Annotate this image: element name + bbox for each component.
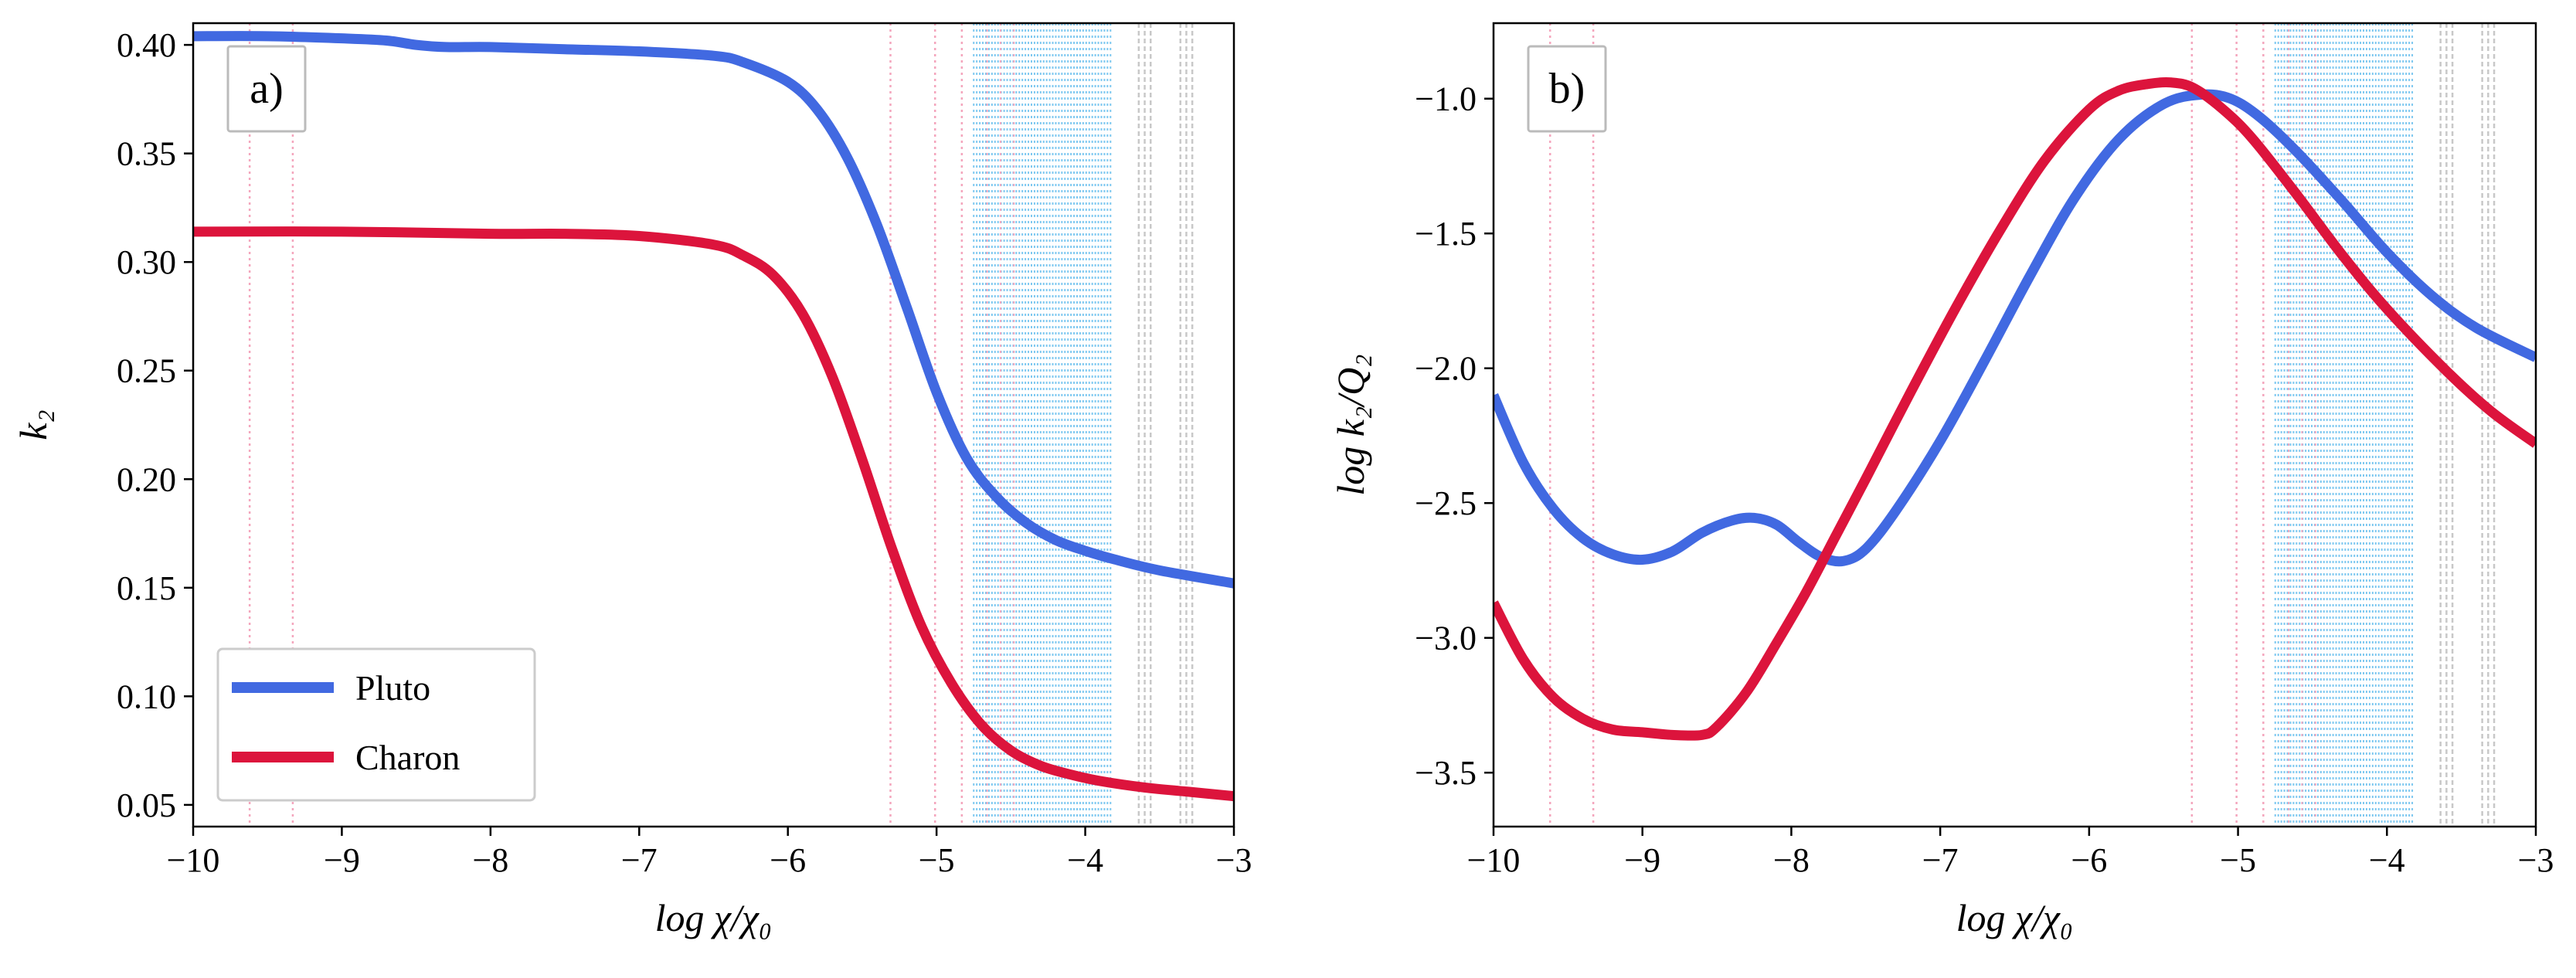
x-tick-label: −4: [1067, 841, 1103, 879]
series-line-pluto: [193, 31, 1234, 589]
y-tick-label: −3.0: [1415, 620, 1477, 657]
x-tick-label: −10: [167, 841, 220, 879]
y-tick-label: 0.05: [117, 786, 176, 824]
reference-lines-a: [248, 23, 1194, 827]
x-tick-label: −4: [2369, 841, 2405, 879]
reference-lines-b: [1548, 23, 2496, 827]
panel-label-b: b): [1549, 65, 1585, 113]
y-tick-label: 0.35: [117, 135, 176, 173]
legend-label-charon: Charon: [355, 738, 460, 777]
series-line-pluto: [1494, 89, 2536, 567]
x-tick-label: −9: [324, 841, 360, 879]
y-axis-label-b: log k₂/Q₂: [1329, 354, 1372, 495]
x-tick-label: −6: [2071, 841, 2107, 879]
panel-label-a: a): [250, 65, 284, 113]
y-ticks-b: −3.5 −3.0 −2.5 −2.0 −1.5 −1.0: [1415, 80, 1494, 792]
y-axis-label-a: k₂: [12, 409, 55, 440]
y-tick-label: −3.5: [1415, 754, 1477, 792]
y-tick-label: −2.0: [1415, 350, 1477, 388]
x-tick-label: −3: [2518, 841, 2554, 879]
series-layer-a: [193, 31, 1234, 802]
panel-b: −10 −9 −8 −7 −6 −5 −4 −3 −3.5 −3.0 −2.5 −2.0 −1.5 −1…: [1329, 22, 2554, 939]
series-line-charon: [193, 226, 1234, 802]
x-tick-label: −10: [1467, 841, 1521, 879]
legend-label-pluto: Pluto: [355, 668, 430, 708]
panel-a: −10 −9 −8 −7 −6 −5 −4 −3 0.050.100.150.200.250.…: [12, 22, 1252, 939]
x-tick-label: −8: [1773, 841, 1810, 879]
x-tick-label: −5: [919, 841, 955, 879]
x-tick-label: −3: [1216, 841, 1252, 879]
x-tick-label: −9: [1624, 841, 1660, 879]
y-tick-label: 0.30: [117, 243, 176, 281]
y-ticks-a: 0.05 0.10 0.15 0.20 0.25 0.30 0.35 0.40: [117, 26, 193, 824]
x-tick-label: −7: [1922, 841, 1959, 879]
x-tick-label: −6: [770, 841, 806, 879]
axes-frame-a: [192, 22, 1235, 828]
y-tick-label: 0.20: [117, 460, 176, 498]
x-ticks-b: −10 −9 −8 −7 −6 −5 −4 −3: [1467, 827, 2554, 879]
y-tick-label: −1.0: [1415, 80, 1477, 118]
series-layer-b: [1494, 76, 2536, 741]
x-tick-label: −8: [472, 841, 508, 879]
axes-frame-b: [1492, 22, 2537, 828]
y-tick-label: −2.5: [1415, 484, 1477, 522]
y-tick-label: −1.5: [1415, 215, 1477, 253]
series-line-charon: [1494, 76, 2536, 741]
legend: Pluto Charon: [216, 647, 536, 802]
x-axis-label-a: log χ/χ₀: [655, 896, 773, 939]
x-axis-label-b: log χ/χ₀: [1956, 896, 2074, 939]
x-tick-label: −7: [621, 841, 658, 879]
y-tick-label: 0.15: [117, 569, 176, 607]
y-tick-label: 0.10: [117, 677, 176, 715]
x-ticks-a: −10 −9 −8 −7 −6 −5 −4 −3: [167, 827, 1252, 879]
panel-label-box-b: b): [1527, 45, 1607, 133]
y-tick-label: 0.40: [117, 26, 176, 64]
panel-label-box-a: a): [226, 45, 307, 133]
y-tick-label: 0.25: [117, 352, 176, 390]
x-tick-label: −5: [2220, 841, 2256, 879]
